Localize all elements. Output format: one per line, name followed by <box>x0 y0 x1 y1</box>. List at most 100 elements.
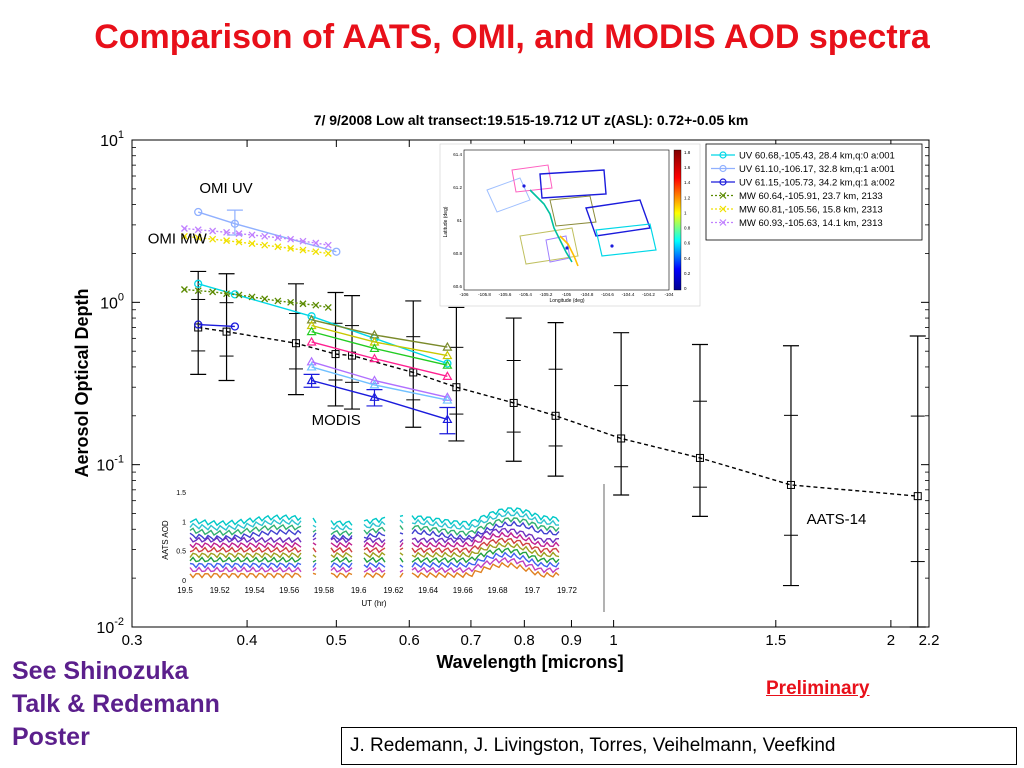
data-point <box>235 291 243 299</box>
map-xtick-label: -104.4 <box>622 292 635 297</box>
data-point <box>248 293 256 301</box>
flight-track <box>559 235 579 267</box>
data-point <box>230 322 240 331</box>
legend-marker <box>719 164 727 173</box>
data-point <box>194 207 203 217</box>
map-footprint <box>511 164 553 193</box>
marker-stroke <box>194 226 202 234</box>
map-xtick-label: -105 <box>562 292 572 297</box>
x-axis-label: Wavelength [microns] <box>436 652 623 672</box>
data-point <box>274 243 282 251</box>
ts-xtick-label: 19.72 <box>557 586 578 595</box>
data-point <box>223 237 231 245</box>
ts-xtick-label: 19.66 <box>453 586 474 595</box>
series-line <box>311 319 448 348</box>
axis-ticks: 0.3 0.4 0.5 0.6 0.7 0.8 0.9 1 1.5 2 2.210-210-1100… <box>96 129 939 649</box>
y-tick-label: 10-2 <box>96 616 124 637</box>
colorbar-tick-label: 0.2 <box>684 271 691 276</box>
authors-box: J. Redemann, J. Livingston, Torres, Veih… <box>341 727 1017 765</box>
data-point <box>369 375 380 385</box>
data-point <box>194 234 202 242</box>
map-ytick-label: 60.8 <box>453 251 462 256</box>
data-point <box>913 492 922 501</box>
marker-stroke <box>312 301 320 309</box>
map-point <box>565 246 569 250</box>
legend-entry: MW 60.81,-105.56, 15.8 km, 2313 <box>711 205 883 216</box>
data-point <box>312 239 320 247</box>
data-point <box>230 219 240 228</box>
map-ytick-label: 60.6 <box>453 284 462 289</box>
marker-stroke <box>223 290 231 298</box>
map-xtick-label: -105.6 <box>499 292 512 297</box>
ts-xtick-label: 19.52 <box>210 586 231 595</box>
data-point <box>331 350 340 359</box>
marker-stroke <box>324 303 332 311</box>
x-tick-label: 1 <box>609 632 617 649</box>
marker-stroke <box>235 230 243 238</box>
marker-stroke <box>194 287 202 295</box>
data-point <box>306 314 317 324</box>
data-point <box>194 226 202 234</box>
ts-trace <box>189 557 560 574</box>
ts-trace <box>189 537 560 554</box>
map-xlabel: Longitude (deg) <box>549 298 584 304</box>
data-point <box>222 327 231 336</box>
map-colorbar <box>673 149 682 291</box>
series-line <box>311 366 448 401</box>
map-footprint <box>585 199 651 237</box>
x-tick-label: 1.5 <box>765 632 786 649</box>
legend-label: UV 61.15,-105.73, 34.2 km,q:1 a:002 <box>739 178 895 189</box>
marker-stroke <box>299 246 307 254</box>
talk-note: See Shinozuka Talk & Redemann Poster <box>12 655 332 754</box>
marker-stroke <box>274 297 282 305</box>
colorbar-tick-label: 1.2 <box>684 195 691 200</box>
ts-lines <box>189 507 560 579</box>
colorbar-tick-label: 1.8 <box>684 150 691 155</box>
legend-marker <box>719 151 727 159</box>
colorbar-ticks: 1.8 1.6 1.4 1.2 1 0.8 0.6 0.4 0.2 0 <box>684 150 691 291</box>
data-point <box>442 392 453 401</box>
marker-stroke <box>287 235 295 243</box>
marker-stroke <box>299 237 307 245</box>
series-line <box>184 288 329 309</box>
series-layer <box>180 207 926 628</box>
series-line <box>311 324 448 357</box>
data-point <box>194 320 203 329</box>
ts-trace <box>189 561 560 579</box>
slide-title: Comparison of AATS, OMI, and MODIS AOD s… <box>94 18 930 56</box>
data-point <box>369 353 380 363</box>
data-point <box>274 297 282 305</box>
map-xtick-label: -104.6 <box>601 292 614 297</box>
data-point <box>306 361 317 371</box>
colorbar-tick-label: 0.6 <box>684 241 691 246</box>
chart-annotation: MODIS <box>312 412 361 429</box>
data-point <box>324 303 332 311</box>
ts-trace <box>189 527 560 544</box>
data-point <box>617 434 626 443</box>
chart-annotation: AATS-14 <box>807 511 867 528</box>
marker-stroke <box>209 235 217 243</box>
ts-xtick-label: 19.7 <box>524 586 540 595</box>
legend: UV 60.68,-105.43, 28.4 km,q:0 a:001 UV 61… <box>705 143 923 241</box>
legend-label: UV 61.10,-106.17, 32.8 km,q:1 a:001 <box>739 164 895 175</box>
ts-xtick-label: 19.5 <box>177 586 193 595</box>
series-line <box>198 323 235 328</box>
ts-yticks: 1.5 1 0.5 0 <box>176 490 186 585</box>
data-point <box>369 379 380 389</box>
marker-stroke <box>209 288 217 296</box>
y-tick-label: 10-1 <box>96 454 124 475</box>
marker-stroke <box>248 231 256 239</box>
series <box>306 361 453 404</box>
ts-ylabel: AATS AOD <box>161 520 170 560</box>
map-footprints <box>486 164 657 267</box>
data-point <box>695 453 704 462</box>
legend-entry: UV 60.68,-105.43, 28.4 km,q:0 a:001 <box>711 151 895 162</box>
data-point <box>452 383 461 392</box>
legend-marker <box>719 205 727 213</box>
preliminary-label: Preliminary <box>766 678 870 699</box>
ts-trace <box>189 531 560 549</box>
legend-entry: MW 60.93,-105.63, 14.1 km, 2313 <box>711 218 883 229</box>
annotation-layer: OMI UV OMI MW MODIS AATS-14 <box>148 180 867 528</box>
map-xtick-label: -104.2 <box>642 292 655 297</box>
